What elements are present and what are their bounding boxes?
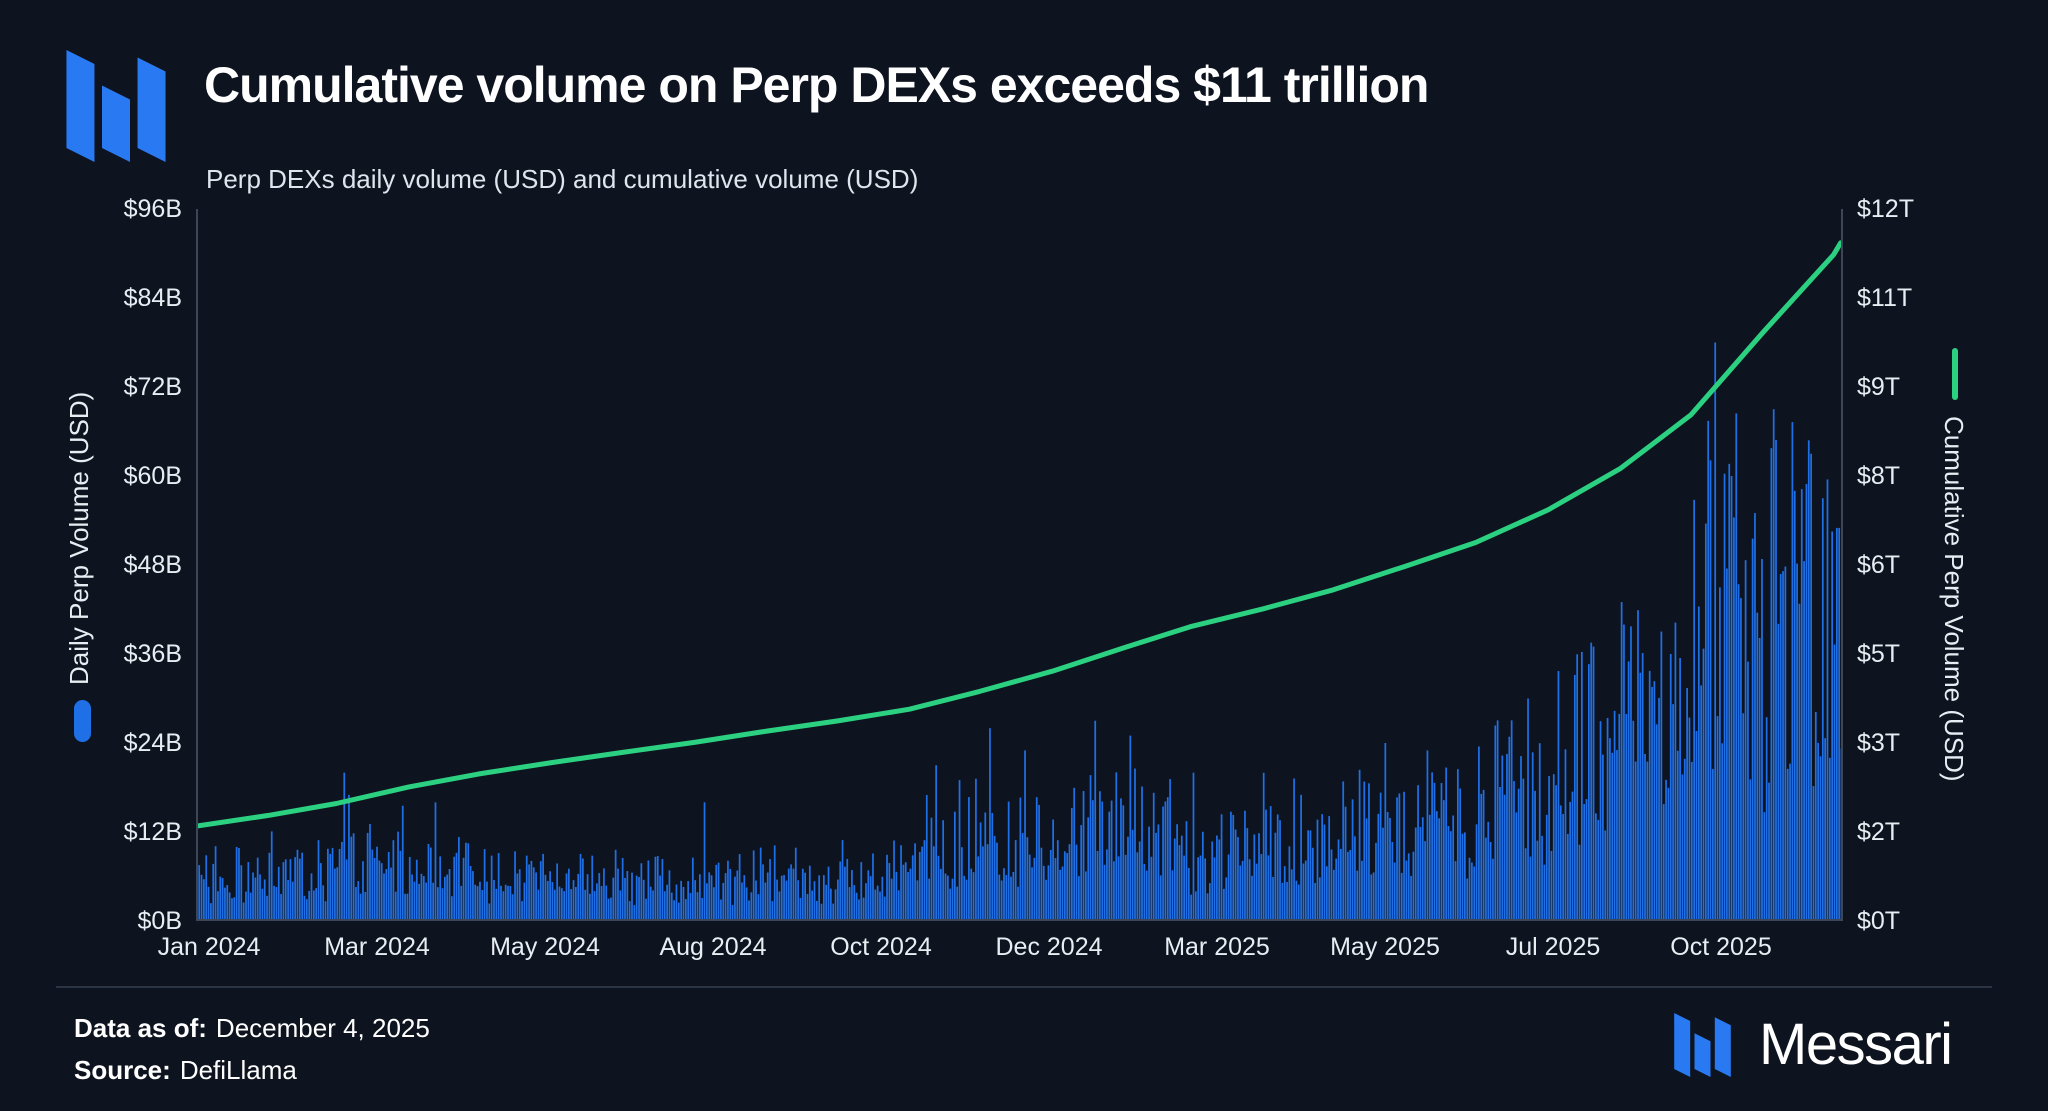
left-axis-tick-label: $36B <box>123 640 182 668</box>
left-axis-tick-label: $72B <box>123 373 182 401</box>
left-axis-tick-label: $48B <box>123 551 182 579</box>
x-axis-tick-label: Jul 2025 <box>1505 933 1601 961</box>
chart-title: Cumulative volume on Perp DEXs exceeds $… <box>204 57 1429 113</box>
x-axis-tick-label: Mar 2025 <box>1164 933 1270 961</box>
left-axis-tick-label: $84B <box>123 284 182 312</box>
source-label: Source: <box>74 1055 171 1085</box>
left-axis-tick-label: $96B <box>123 195 182 223</box>
right-axis-tick-label: $0T <box>1857 907 1901 935</box>
messari-logo-mark <box>66 50 166 162</box>
x-axis-tick-label: Aug 2024 <box>659 933 767 961</box>
x-axis-tick-label: May 2025 <box>1330 933 1440 961</box>
x-axis-tick-label: Oct 2025 <box>1670 933 1772 961</box>
right-axis-tick-label: $3T <box>1857 729 1901 757</box>
x-axis-tick-label: Mar 2024 <box>324 933 430 961</box>
x-axis-tick-label: Jan 2024 <box>157 933 261 961</box>
left-axis-tick-label: $60B <box>123 462 182 490</box>
messari-logo-svg <box>66 50 166 162</box>
right-axis-tick-label: $11T <box>1857 284 1913 312</box>
footer-divider <box>56 986 1992 988</box>
data-as-of-label: Data as of: <box>74 1013 207 1043</box>
messari-logo-icon <box>1674 1013 1731 1077</box>
source: Source: DefiLlama <box>74 1054 297 1086</box>
daily-volume-legend-swatch <box>74 700 91 742</box>
right-axis-tick-label: $5T <box>1857 640 1901 668</box>
x-axis-tick-label: Dec 2024 <box>995 933 1103 961</box>
right-axis-tick-label: $12T <box>1857 195 1914 223</box>
messari-wordmark: Messari <box>1759 1012 1953 1077</box>
left-axis-tick-label: $24B <box>123 729 182 757</box>
plot-area <box>196 209 1843 921</box>
x-axis-tick-label: May 2024 <box>490 933 600 961</box>
source-value: DefiLlama <box>179 1055 297 1085</box>
daily-volume-bars <box>196 342 1843 921</box>
cumulative-volume-line <box>196 240 1843 829</box>
left-axis-tick-label: $0B <box>137 907 182 935</box>
x-axis-tick-label: Oct 2024 <box>830 933 932 961</box>
data-as-of: Data as of: December 4, 2025 <box>74 1012 430 1044</box>
left-axis-tick-label: $12B <box>123 818 182 846</box>
chart-subtitle: Perp DEXs daily volume (USD) and cumulat… <box>206 164 919 194</box>
right-axis-tick-label: $9T <box>1857 373 1901 401</box>
right-axis-title: Cumulative Perp Volume (USD) <box>1939 416 1969 782</box>
data-as-of-value: December 4, 2025 <box>215 1013 430 1043</box>
right-axis-tick-label: $6T <box>1857 551 1901 579</box>
right-axis-tick-label: $8T <box>1857 462 1901 490</box>
right-axis-tick-label: $2T <box>1857 818 1901 846</box>
messari-footer-logo: Messari <box>1674 1010 1953 1080</box>
cumulative-legend-swatch <box>1952 348 1958 400</box>
